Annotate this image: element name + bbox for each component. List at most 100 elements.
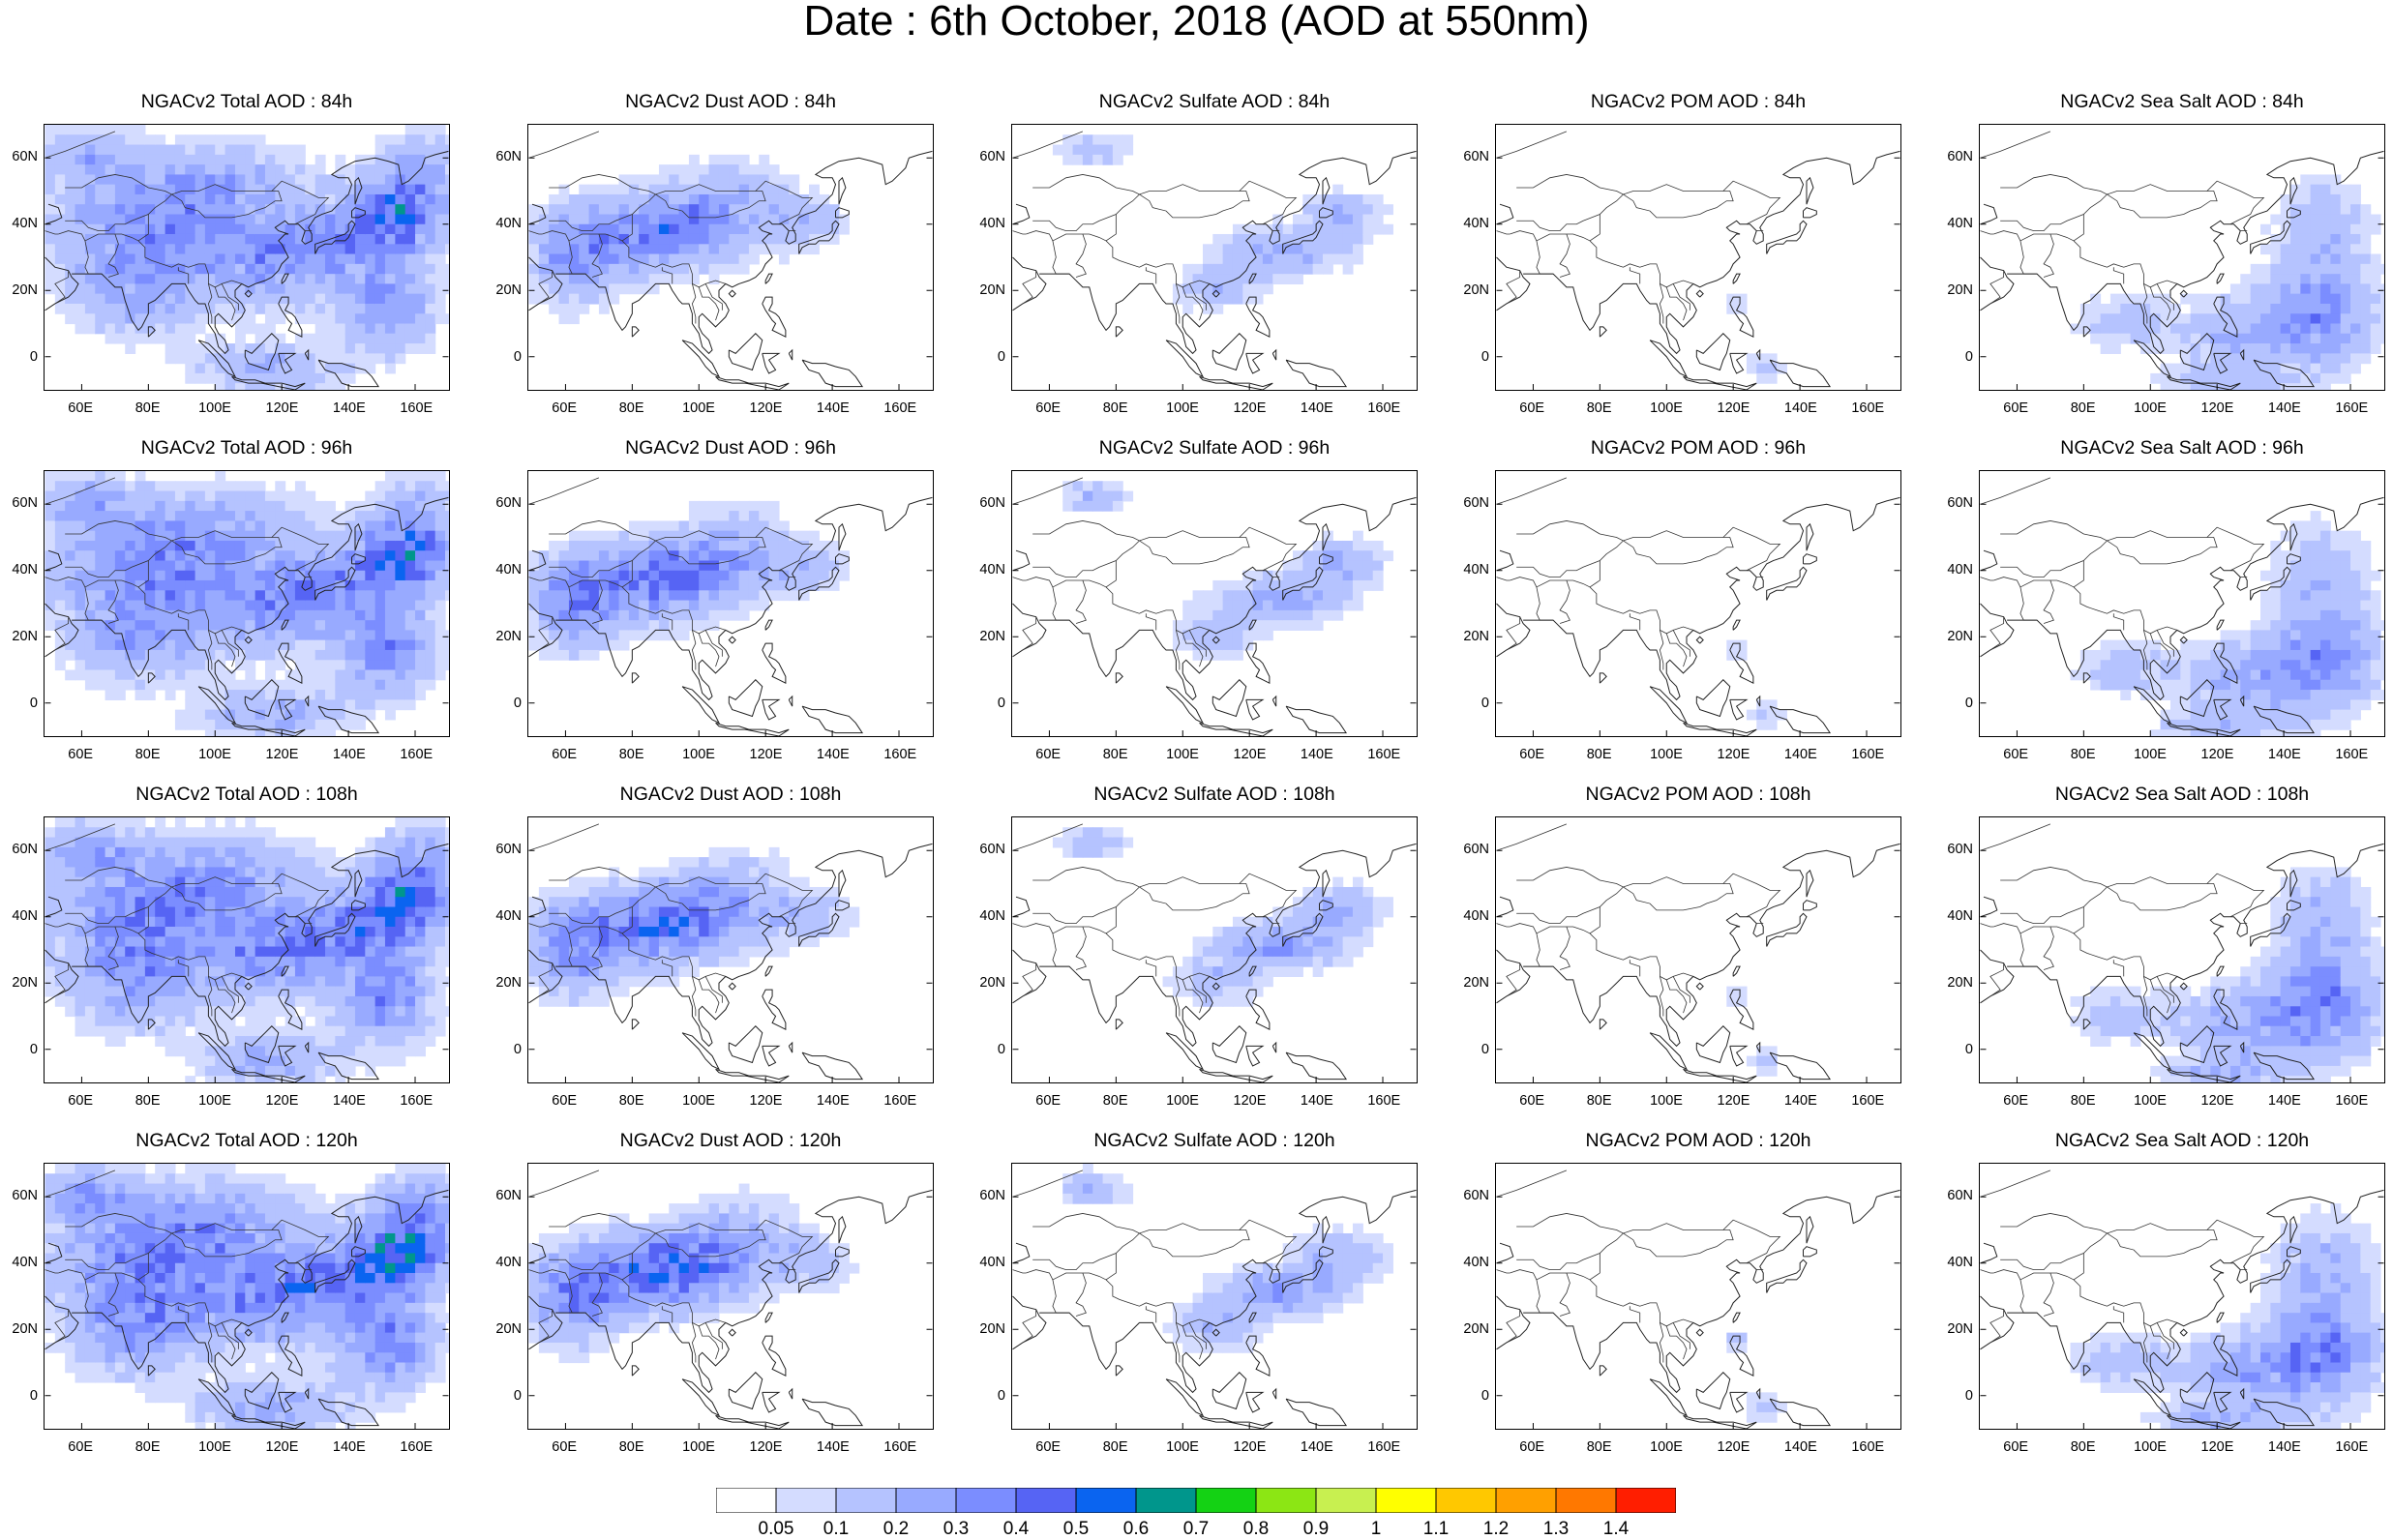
- lat-tick-label: 40N: [967, 908, 1005, 924]
- aod-map-sulfate-2: [1011, 816, 1418, 1083]
- lon-tick-label: 80E: [2059, 1093, 2108, 1109]
- lat-tick-label: 40N: [483, 1255, 522, 1270]
- lon-tick-label: 120E: [2193, 400, 2241, 416]
- lon-tick-label: 140E: [809, 1093, 857, 1109]
- lon-tick-label: 140E: [325, 747, 374, 762]
- lon-tick-label: 140E: [325, 1439, 374, 1455]
- lon-tick-label: 140E: [2260, 747, 2309, 762]
- lat-tick-label: 20N: [967, 629, 1005, 644]
- lon-tick-label: 120E: [1709, 1439, 1757, 1455]
- map-canvas: [1496, 1164, 1900, 1429]
- aod-map-dust-0: [527, 124, 934, 391]
- aod-map-dust-2: [527, 816, 934, 1083]
- colorbar-swatch: [1316, 1488, 1376, 1513]
- map-canvas: [1012, 471, 1417, 736]
- colorbar-swatch: [836, 1488, 896, 1513]
- lat-tick-label: 60N: [0, 1188, 38, 1203]
- aod-map-pom-1: [1495, 470, 1901, 737]
- colorbar-swatch: [1076, 1488, 1136, 1513]
- lon-tick-label: 160E: [876, 1093, 924, 1109]
- lat-tick-label: 0: [1451, 349, 1489, 365]
- map-canvas: [1496, 125, 1900, 390]
- lon-tick-label: 60E: [540, 747, 588, 762]
- lat-tick-label: 0: [483, 1388, 522, 1404]
- lon-tick-label: 80E: [2059, 400, 2108, 416]
- map-canvas: [1012, 817, 1417, 1082]
- lon-tick-label: 100E: [1158, 1439, 1207, 1455]
- panel-title: NGACv2 Total AOD : 96h: [44, 437, 450, 459]
- aod-map-total-3: [44, 1163, 450, 1430]
- aod-map-sulfate-1: [1011, 470, 1418, 737]
- lat-tick-label: 40N: [483, 562, 522, 578]
- lon-tick-label: 160E: [392, 400, 440, 416]
- lat-tick-label: 60N: [483, 495, 522, 511]
- lat-tick-label: 0: [1451, 696, 1489, 711]
- lat-tick-label: 60N: [1934, 1188, 1973, 1203]
- colorbar-swatch: [1616, 1488, 1676, 1513]
- map-canvas: [528, 817, 933, 1082]
- colorbar-label: 1.4: [1587, 1519, 1645, 1540]
- lon-tick-label: 100E: [1158, 400, 1207, 416]
- panel-title: NGACv2 Sulfate AOD : 120h: [1011, 1130, 1418, 1152]
- lat-tick-label: 60N: [967, 1188, 1005, 1203]
- colorbar-label: 0.7: [1167, 1519, 1225, 1540]
- lon-tick-label: 120E: [741, 1093, 790, 1109]
- colorbar-swatch: [956, 1488, 1016, 1513]
- lon-tick-label: 120E: [257, 1439, 306, 1455]
- lat-tick-label: 60N: [0, 149, 38, 164]
- lon-tick-label: 100E: [674, 747, 723, 762]
- lat-tick-label: 60N: [483, 149, 522, 164]
- lat-tick-label: 60N: [1934, 842, 1973, 857]
- lon-tick-label: 160E: [392, 1093, 440, 1109]
- lat-tick-label: 20N: [1451, 282, 1489, 298]
- lat-tick-label: 0: [1934, 1388, 1973, 1404]
- lat-tick-label: 40N: [0, 1255, 38, 1270]
- lon-tick-label: 160E: [1843, 1093, 1892, 1109]
- colorbar-swatch: [776, 1488, 836, 1513]
- lat-tick-label: 40N: [967, 562, 1005, 578]
- lon-tick-label: 80E: [124, 400, 172, 416]
- aod-map-seasalt-3: [1979, 1163, 2385, 1430]
- lon-tick-label: 160E: [392, 747, 440, 762]
- colorbar-swatch: [1556, 1488, 1616, 1513]
- lat-tick-label: 60N: [1934, 149, 1973, 164]
- aod-map-dust-1: [527, 470, 934, 737]
- panel-title: NGACv2 Dust AOD : 120h: [527, 1130, 934, 1152]
- lon-tick-label: 60E: [56, 747, 105, 762]
- lat-tick-label: 60N: [1451, 495, 1489, 511]
- lon-tick-label: 160E: [1360, 1439, 1408, 1455]
- aod-map-seasalt-1: [1979, 470, 2385, 737]
- lat-tick-label: 0: [0, 349, 38, 365]
- lat-tick-label: 60N: [0, 495, 38, 511]
- aod-map-pom-0: [1495, 124, 1901, 391]
- lat-tick-label: 40N: [0, 562, 38, 578]
- main-title: Date : 6th October, 2018 (AOD at 550nm): [0, 0, 2393, 43]
- lon-tick-label: 160E: [2327, 747, 2376, 762]
- lon-tick-label: 80E: [1092, 1439, 1140, 1455]
- panel-title: NGACv2 Sea Salt AOD : 96h: [1979, 437, 2385, 459]
- lon-tick-label: 120E: [2193, 1093, 2241, 1109]
- lon-tick-label: 140E: [1777, 747, 1825, 762]
- lon-tick-label: 60E: [1024, 1439, 1072, 1455]
- lat-tick-label: 20N: [0, 975, 38, 991]
- lon-tick-label: 140E: [1777, 1439, 1825, 1455]
- lon-tick-label: 100E: [2126, 1093, 2174, 1109]
- panel-title: NGACv2 POM AOD : 120h: [1495, 1130, 1901, 1152]
- lat-tick-label: 0: [0, 1042, 38, 1057]
- map-canvas: [45, 1164, 449, 1429]
- colorbar-label: 0.3: [927, 1519, 985, 1540]
- lat-tick-label: 40N: [1451, 1255, 1489, 1270]
- colorbar-label: 1: [1347, 1519, 1405, 1540]
- lat-tick-label: 20N: [0, 282, 38, 298]
- colorbar-swatch: [1256, 1488, 1316, 1513]
- lat-tick-label: 20N: [967, 282, 1005, 298]
- lat-tick-label: 20N: [967, 975, 1005, 991]
- lon-tick-label: 160E: [2327, 1093, 2376, 1109]
- colorbar-swatch: [1376, 1488, 1436, 1513]
- lon-tick-label: 60E: [1508, 1439, 1556, 1455]
- panel-title: NGACv2 Sulfate AOD : 96h: [1011, 437, 1418, 459]
- map-canvas: [528, 1164, 933, 1429]
- lon-tick-label: 80E: [124, 1093, 172, 1109]
- colorbar: [716, 1488, 1676, 1513]
- lon-tick-label: 80E: [1575, 747, 1624, 762]
